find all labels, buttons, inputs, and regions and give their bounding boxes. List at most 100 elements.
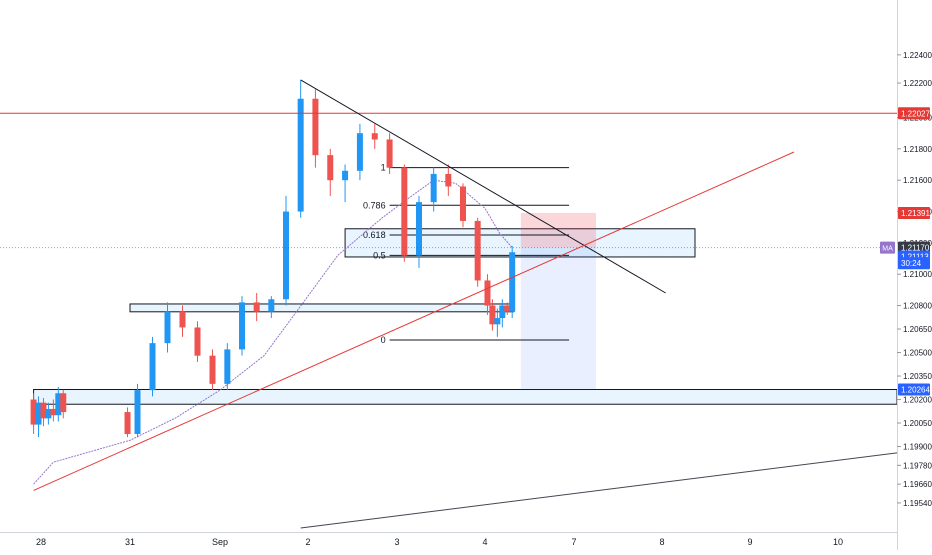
candle[interactable] [134,383,141,438]
price-badge-label: 1.21391 [901,209,930,218]
price-badge-box [898,206,930,219]
candle-body [179,311,186,328]
candle[interactable] [50,399,57,422]
price-tick-label: 1.19780 [903,461,932,470]
candle[interactable] [312,89,319,168]
position-target-zone[interactable] [520,247,596,390]
fib-level-label: 0.618 [363,230,386,240]
candle-body [445,173,452,187]
time-tick-label: 31 [125,537,135,547]
candle-body [239,302,245,350]
long-short-position-tool[interactable] [520,212,596,390]
candlestick-series[interactable] [30,79,516,438]
candle[interactable] [401,164,408,262]
candle[interactable] [194,321,201,362]
time-tick-label: 4 [482,537,487,547]
candle-body [504,305,511,312]
price-axis-background [897,0,932,550]
candle-body [386,139,393,168]
fib-level-label: 0.5 [373,250,386,260]
candle[interactable] [474,217,481,287]
candle[interactable] [327,148,334,196]
candle[interactable] [489,299,496,331]
candle[interactable] [30,393,37,434]
candle[interactable] [460,183,466,228]
price-tick-label: 1.20050 [903,419,932,428]
candle[interactable] [371,123,378,149]
candle[interactable] [224,343,231,391]
price-tick-label: 1.21000 [903,270,932,279]
candle[interactable] [35,396,42,438]
time-tick-label: 8 [659,537,664,547]
candle[interactable] [445,164,452,196]
candle[interactable] [55,387,62,422]
candle-body [60,393,67,413]
candle-body [35,402,42,425]
trend-line-0[interactable] [300,79,666,294]
candle[interactable] [40,397,47,427]
candle[interactable] [179,305,186,337]
time-tick-label: 7 [571,537,576,547]
trend-line-1[interactable] [33,151,795,491]
candle[interactable] [386,133,393,174]
support-zone-2[interactable] [344,228,696,258]
candle[interactable] [356,123,363,181]
candle-body [194,327,201,356]
candle[interactable] [504,302,511,315]
support-zone-0[interactable] [33,389,898,405]
candle-body [253,302,260,312]
price-axis[interactable]: 1.19540 1.19660 1.19780 1.19900 1.20050 1.202… [897,0,932,550]
price-badge: 30:24 [898,257,930,270]
candle[interactable] [430,167,437,212]
candle[interactable] [164,302,171,353]
price-tick-label: 1.20350 [903,372,932,381]
price-tick-label: 1.19540 [903,499,932,508]
price-badge-box [898,383,930,396]
candle-body [371,133,378,140]
candle-body [474,220,481,281]
candle[interactable] [342,164,349,203]
candle-body [509,252,516,312]
candle-body [489,305,496,325]
candle[interactable] [268,296,275,319]
candle-body [164,311,171,344]
candle[interactable] [239,296,245,356]
candle[interactable] [494,308,501,337]
candle-body [40,402,47,419]
candle[interactable] [416,195,422,268]
time-tick-label: 2 [305,537,310,547]
candle[interactable] [509,246,516,319]
drawing-lines[interactable] [0,79,932,529]
candle[interactable] [124,407,131,438]
candle[interactable] [45,402,52,425]
candle[interactable] [253,293,260,322]
candle-body [312,98,319,156]
time-tick-label: 28 [36,537,46,547]
price-tick-label: 1.19660 [903,480,932,489]
candle-body [209,355,216,384]
price-badge-box [898,257,930,270]
candle[interactable] [283,195,289,306]
trend-line-2[interactable] [300,442,932,529]
candle[interactable] [499,299,506,328]
price-badge: 1.21391 [898,206,930,219]
price-tick-label: 1.22200 [903,79,932,88]
candle-body [297,98,304,212]
candle[interactable] [60,390,67,419]
time-axis[interactable]: 28 31 Sep 2 3 4 7 8 9 10 [0,532,897,550]
price-tick-label: 1.21600 [903,176,932,185]
candle[interactable] [297,79,304,218]
price-badge-label: 1.21170 [901,244,930,253]
fib-level-label: 1 [381,163,386,173]
candle[interactable] [484,274,491,315]
candle-body [283,211,289,300]
time-tick-label: 10 [833,537,843,547]
support-zone-1[interactable] [129,303,514,313]
time-tick-label: Sep [212,537,228,547]
candle[interactable] [209,349,216,391]
candle[interactable] [149,336,156,397]
candle-body [494,318,501,325]
